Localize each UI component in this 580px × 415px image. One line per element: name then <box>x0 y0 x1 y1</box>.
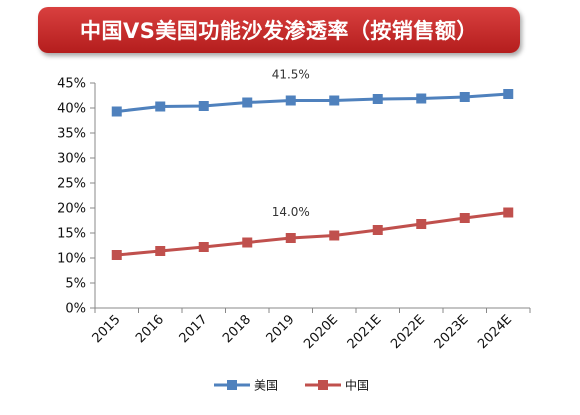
data-point <box>372 94 383 104</box>
data-point <box>198 242 209 252</box>
data-point <box>155 101 166 112</box>
y-tick-label: 5% <box>65 277 86 292</box>
legend-label: 美国 <box>254 379 278 393</box>
data-point <box>329 95 340 106</box>
data-point <box>242 97 253 108</box>
data-point <box>459 213 470 223</box>
data-point <box>416 219 427 229</box>
legend-marker <box>318 380 328 390</box>
data-point <box>242 237 253 248</box>
x-tick-label: 2020E <box>301 312 341 352</box>
data-point <box>198 101 209 111</box>
y-tick-label: 35% <box>57 127 86 142</box>
data-point <box>416 93 427 104</box>
x-tick-label: 2015 <box>90 312 124 346</box>
x-tick-label: 2023E <box>432 312 472 352</box>
data-point <box>503 89 514 99</box>
data-point <box>285 95 296 106</box>
x-tick-label: 2016 <box>133 312 167 346</box>
y-tick-label: 20% <box>57 202 86 217</box>
data-point <box>329 230 340 241</box>
y-tick-label: 15% <box>57 227 86 242</box>
data-point <box>285 233 296 243</box>
y-tick-label: 0% <box>65 302 86 317</box>
data-label: 14.0% <box>272 205 310 219</box>
data-point <box>503 207 514 218</box>
chart-title-banner: 中国VS美国功能沙发渗透率（按销售额） <box>38 7 520 53</box>
data-label: 41.5% <box>272 68 310 82</box>
data-point <box>111 250 122 260</box>
series-line-1 <box>116 211 509 257</box>
chart-title: 中国VS美国功能沙发渗透率（按销售额） <box>80 19 478 43</box>
data-point <box>372 225 383 235</box>
x-tick-label: 2018 <box>220 312 254 346</box>
x-tick-label: 2019 <box>264 312 298 346</box>
y-tick-label: 30% <box>57 152 86 167</box>
legend-marker <box>227 380 237 390</box>
x-tick-label: 2021E <box>345 312 385 352</box>
x-tick-label: 2017 <box>177 312 211 346</box>
data-point <box>111 106 122 117</box>
data-point <box>155 246 166 256</box>
legend-label: 中国 <box>345 378 369 393</box>
x-tick-label: 2022E <box>388 312 428 352</box>
x-tick-label: 2024E <box>475 312 515 352</box>
y-tick-label: 45% <box>57 77 86 92</box>
y-tick-label: 25% <box>57 177 86 192</box>
y-tick-label: 40% <box>57 102 86 117</box>
series-line-0 <box>116 92 509 113</box>
y-tick-label: 10% <box>57 252 86 267</box>
data-point <box>459 92 470 102</box>
